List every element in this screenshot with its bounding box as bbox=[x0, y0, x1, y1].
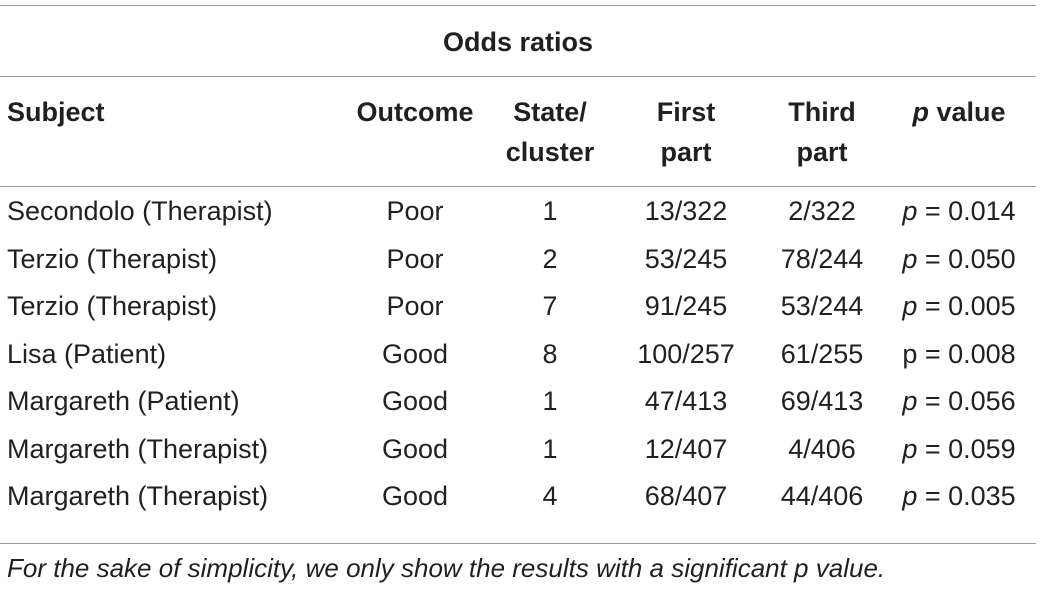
header-outcome: Outcome bbox=[356, 97, 474, 127]
cell-third-part: 53/244 bbox=[780, 291, 864, 321]
p-symbol: p bbox=[902, 291, 918, 321]
cell-state-cluster: 1 bbox=[542, 433, 558, 464]
cell-first-part: 91/245 bbox=[644, 291, 728, 321]
cell-subject: Margareth (Therapist) bbox=[7, 481, 269, 511]
header-third-part: Third part bbox=[788, 97, 856, 167]
table-row: Lisa (Patient) Good 8 100/257 61/255 p = 0.00… bbox=[0, 331, 1036, 379]
cell-state-cluster: 4 bbox=[542, 481, 558, 511]
p-number: = 0.056 bbox=[917, 386, 1016, 416]
p-number: = 0.014 bbox=[917, 196, 1016, 226]
cell-subject: Lisa (Patient) bbox=[7, 338, 167, 369]
cell-outcome: Poor bbox=[386, 243, 444, 274]
cell-state-cluster: 1 bbox=[542, 386, 558, 416]
header-state-cluster: State/cluster bbox=[505, 97, 595, 167]
cell-first-part: 53/245 bbox=[644, 243, 728, 274]
cell-outcome: Good bbox=[381, 433, 449, 464]
p-symbol: p bbox=[902, 338, 918, 369]
p-symbol: p bbox=[902, 481, 918, 511]
cell-p-value: p = 0.059 bbox=[882, 426, 1036, 474]
cell-subject: Terzio (Therapist) bbox=[7, 243, 218, 274]
table-row: Terzio (Therapist) Poor 7 91/245 53/244 p = 0… bbox=[0, 283, 1036, 331]
header-p-value: p value bbox=[912, 97, 1006, 127]
cell-first-part: 13/322 bbox=[644, 196, 728, 226]
cell-outcome: Good bbox=[381, 481, 449, 511]
header-row: Subject Outcome State/cluster First part … bbox=[0, 78, 1036, 174]
cell-third-part: 44/406 bbox=[780, 481, 864, 511]
bottom-rule bbox=[0, 543, 1036, 544]
cell-third-part: 61/255 bbox=[780, 338, 864, 369]
cell-subject: Terzio (Therapist) bbox=[7, 291, 218, 321]
cell-p-value: p = 0.056 bbox=[882, 378, 1036, 426]
p-number: = 0.008 bbox=[917, 338, 1016, 369]
cell-p-value: p = 0.050 bbox=[882, 236, 1036, 284]
cell-outcome: Good bbox=[381, 386, 449, 416]
cell-outcome: Poor bbox=[386, 196, 444, 226]
table-row: Margareth (Patient) Good 1 47/413 69/413 p = … bbox=[0, 378, 1036, 426]
p-symbol: p bbox=[902, 196, 918, 226]
cell-subject: Margareth (Therapist) bbox=[7, 433, 269, 464]
p-symbol: p bbox=[902, 386, 918, 416]
cell-p-value: p = 0.014 bbox=[882, 174, 1036, 236]
p-number: = 0.050 bbox=[917, 243, 1016, 274]
cell-outcome: Poor bbox=[386, 291, 444, 321]
cell-p-value: p = 0.035 bbox=[882, 473, 1036, 521]
p-number: = 0.059 bbox=[917, 433, 1016, 464]
cell-p-value: p = 0.008 bbox=[882, 331, 1036, 379]
cell-state-cluster: 1 bbox=[542, 196, 558, 226]
table-body: Secondolo (Therapist) Poor 1 13/322 2/322 p =… bbox=[0, 174, 1036, 521]
p-symbol: p bbox=[902, 243, 918, 274]
cell-outcome: Good bbox=[381, 338, 449, 369]
cell-state-cluster: 8 bbox=[542, 338, 558, 369]
header-subject: Subject bbox=[7, 97, 105, 127]
top-rule bbox=[0, 5, 1036, 6]
cell-first-part: 100/257 bbox=[637, 338, 735, 369]
caption-rule bbox=[0, 76, 1036, 77]
cell-first-part: 12/407 bbox=[644, 433, 728, 464]
header-first-part: First part bbox=[656, 97, 716, 167]
p-symbol: p bbox=[902, 433, 918, 464]
odds-ratio-table: Subject Outcome State/cluster First part … bbox=[0, 78, 1036, 521]
table-footnote: For the sake of simplicity, we only show… bbox=[7, 553, 886, 583]
cell-p-value: p = 0.005 bbox=[882, 283, 1036, 331]
header-rule bbox=[0, 186, 1036, 187]
cell-third-part: 78/244 bbox=[780, 243, 864, 274]
cell-third-part: 2/322 bbox=[788, 196, 856, 226]
cell-state-cluster: 7 bbox=[542, 291, 558, 321]
cell-first-part: 47/413 bbox=[644, 386, 728, 416]
table-row: Margareth (Therapist) Good 1 12/407 4/406 p =… bbox=[0, 426, 1036, 474]
p-number: = 0.005 bbox=[917, 291, 1016, 321]
cell-third-part: 69/413 bbox=[780, 386, 864, 416]
table-caption: Odds ratios bbox=[442, 27, 594, 57]
table-row: Terzio (Therapist) Poor 2 53/245 78/244 p = 0… bbox=[0, 236, 1036, 284]
table-row: Margareth (Therapist) Good 4 68/407 44/406 p … bbox=[0, 473, 1036, 521]
cell-third-part: 4/406 bbox=[788, 433, 856, 464]
p-number: = 0.035 bbox=[917, 481, 1016, 511]
cell-state-cluster: 2 bbox=[542, 243, 558, 274]
cell-first-part: 68/407 bbox=[644, 481, 728, 511]
cell-subject: Secondolo (Therapist) bbox=[7, 196, 273, 226]
table-row: Secondolo (Therapist) Poor 1 13/322 2/322 p =… bbox=[0, 174, 1036, 236]
cell-subject: Margareth (Patient) bbox=[7, 386, 240, 416]
